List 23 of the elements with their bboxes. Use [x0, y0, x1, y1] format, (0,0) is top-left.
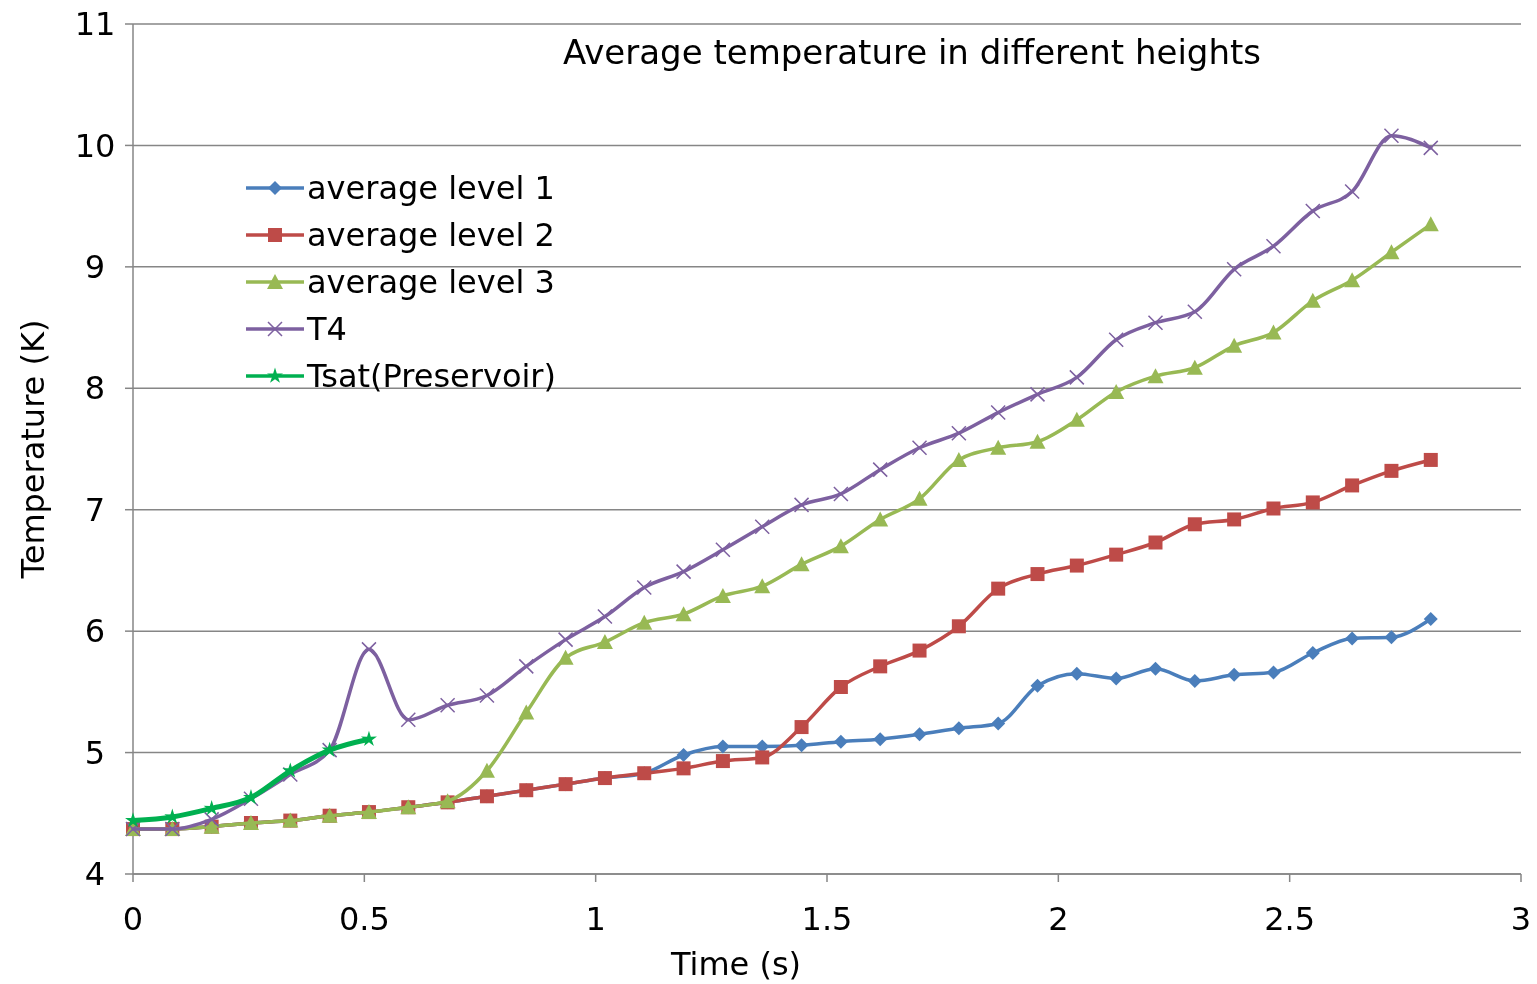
- x-tick-label: 1: [585, 900, 606, 938]
- legend-label: average level 2: [307, 216, 555, 255]
- legend-label: T4: [306, 310, 347, 349]
- y-tick-label: 9: [84, 248, 106, 287]
- x-tick-label: 0.5: [338, 900, 390, 938]
- y-axis-title: Temperature (K): [14, 319, 52, 580]
- legend-label: Tsat(Preservoir): [306, 357, 556, 396]
- x-axis-title: Time (s): [669, 945, 802, 983]
- y-tick-label: 11: [74, 5, 116, 44]
- chart-title: Average temperature in different heights: [562, 32, 1262, 72]
- x-tick-label: 2.5: [1264, 900, 1316, 938]
- y-tick-label: 10: [74, 126, 116, 165]
- x-tick-label: 0: [122, 900, 144, 938]
- y-tick-label: 6: [84, 612, 106, 651]
- y-tick-label: 5: [84, 733, 106, 772]
- y-tick-label: 4: [84, 855, 106, 894]
- y-tick-label: 8: [84, 369, 106, 408]
- x-tick-label: 3: [1510, 900, 1532, 938]
- y-tick-label: 7: [84, 490, 106, 529]
- x-tick-label: 1.5: [801, 900, 853, 938]
- x-tick-label: 2: [1048, 900, 1069, 938]
- legend-label: average level 1: [307, 169, 555, 208]
- legend-label: average level 3: [307, 263, 555, 302]
